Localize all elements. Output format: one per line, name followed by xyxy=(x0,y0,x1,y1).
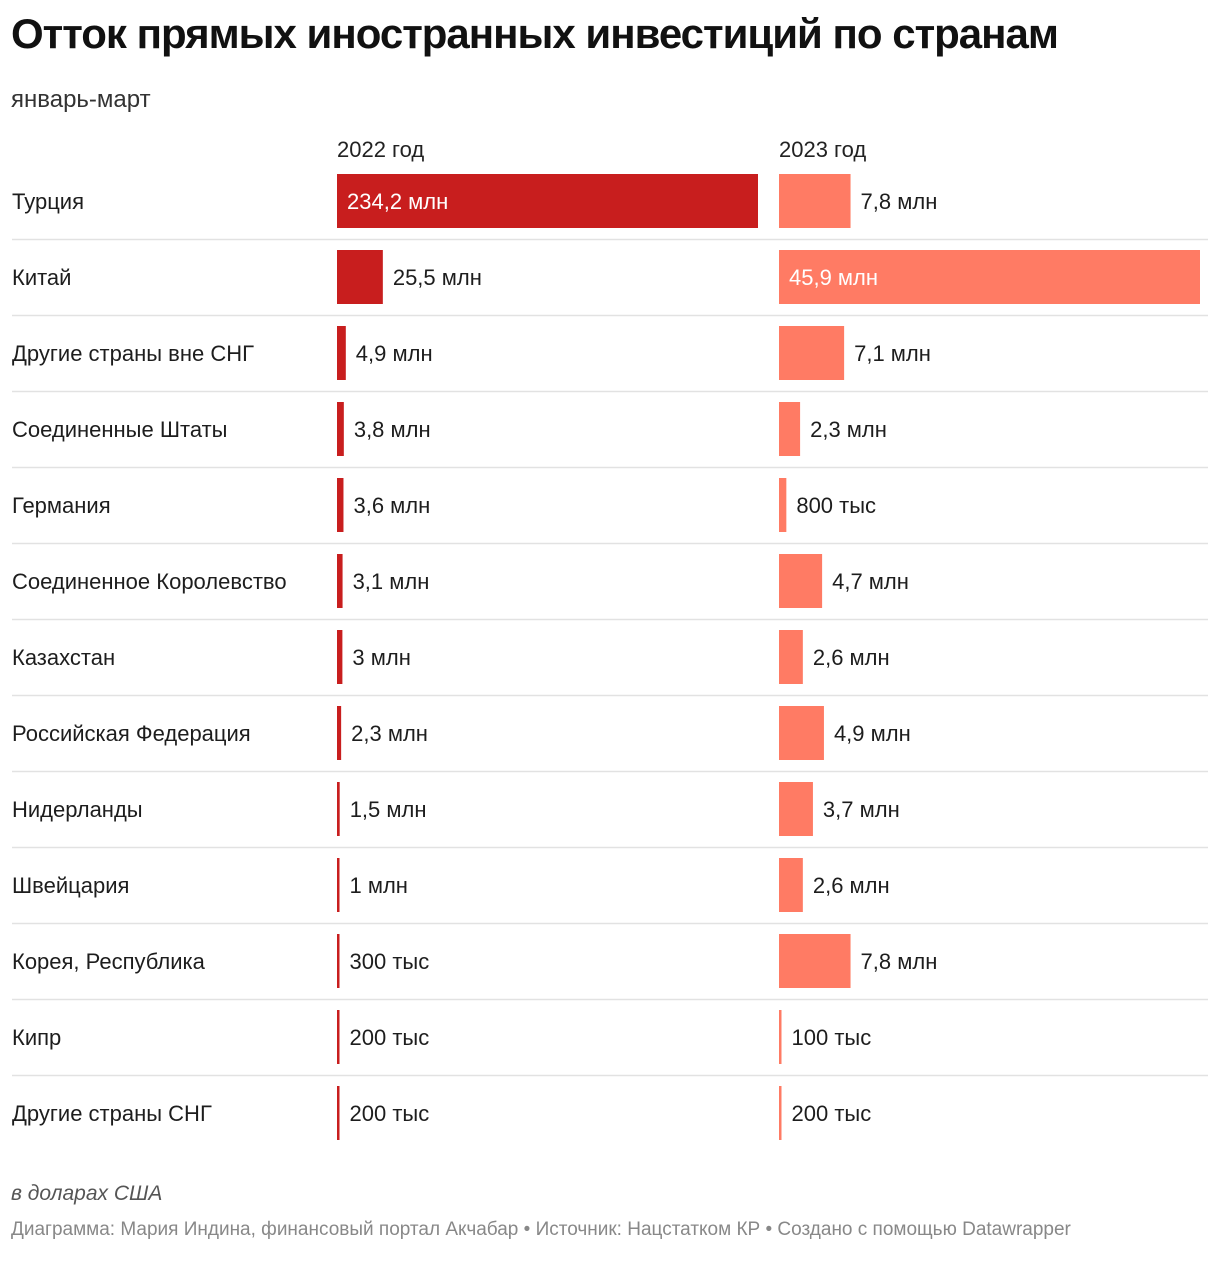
data-label: 7,1 млн xyxy=(854,341,931,366)
data-label: 234,2 млн xyxy=(347,189,448,214)
source-footer: Диаграмма: Мария Индина, финансовый порт… xyxy=(11,1219,1071,1240)
data-label: 2,6 млн xyxy=(813,873,890,898)
bar-2022 xyxy=(337,554,343,608)
chart-subtitle: январь-март xyxy=(11,86,151,113)
data-label: 200 тыс xyxy=(792,1101,872,1126)
data-label: 100 тыс xyxy=(792,1025,872,1050)
bar-2023 xyxy=(779,1010,782,1064)
category-label: Соединенное Королевство xyxy=(12,569,287,594)
bar-2023 xyxy=(779,782,813,836)
chart-title: Отток прямых иностранных инвестиций по с… xyxy=(11,10,1059,57)
data-label: 4,9 млн xyxy=(834,721,911,746)
data-label: 1,5 млн xyxy=(350,797,427,822)
data-label: 300 тыс xyxy=(350,949,430,974)
data-label: 200 тыс xyxy=(350,1025,430,1050)
data-label: 3 млн xyxy=(352,645,410,670)
data-label: 4,7 млн xyxy=(832,569,909,594)
data-label: 7,8 млн xyxy=(861,189,938,214)
bar-2023 xyxy=(779,554,823,608)
bar-2023 xyxy=(779,326,845,380)
bar-2023 xyxy=(779,478,787,532)
bar-2023 xyxy=(779,630,803,684)
data-label: 1 млн xyxy=(350,873,408,898)
data-label: 7,8 млн xyxy=(861,949,938,974)
bar-2022 xyxy=(337,630,343,684)
data-label: 3,8 млн xyxy=(354,417,431,442)
category-label: Другие страны вне СНГ xyxy=(12,341,254,366)
bar-2022 xyxy=(337,250,383,304)
data-label: 800 тыс xyxy=(796,493,876,518)
data-label: 45,9 млн xyxy=(789,265,878,290)
category-label: Германия xyxy=(12,493,111,518)
category-label: Корея, Республика xyxy=(12,949,206,974)
bar-2023 xyxy=(779,1086,782,1140)
data-label: 4,9 млн xyxy=(356,341,433,366)
bar-2023 xyxy=(779,250,1200,304)
bar-2022 xyxy=(337,326,346,380)
column-header-2022: 2022 год xyxy=(337,137,425,162)
bar-chart: Турция Китай Другие страны вне СНГ Соединен… xyxy=(12,174,1208,1140)
category-label: Турция xyxy=(12,189,84,214)
bar-2023 xyxy=(779,402,801,456)
category-label: Нидерланды xyxy=(12,797,143,822)
units-note: в доларах США xyxy=(11,1182,163,1205)
category-label: Казахстан xyxy=(12,645,115,670)
data-label: 2,3 млн xyxy=(351,721,428,746)
data-label: 3,7 млн xyxy=(823,797,900,822)
bar-2022 xyxy=(337,478,344,532)
category-label: Китай xyxy=(12,265,71,290)
bar-2022 xyxy=(337,402,344,456)
bar-2022 xyxy=(337,706,342,760)
bar-2022 xyxy=(337,1086,340,1140)
bar-2022 xyxy=(337,174,758,228)
bar-2022 xyxy=(337,934,340,988)
category-label: Швейцария xyxy=(12,873,129,898)
data-label: 3,6 млн xyxy=(353,493,430,518)
bar-2023 xyxy=(779,858,803,912)
bar-2022 xyxy=(337,782,340,836)
data-label: 2,3 млн xyxy=(810,417,887,442)
category-label: Соединенные Штаты xyxy=(12,417,227,442)
data-label: 25,5 млн xyxy=(393,265,482,290)
bar-2022 xyxy=(337,858,340,912)
column-header-2023: 2023 год xyxy=(779,137,867,162)
data-label: 200 тыс xyxy=(350,1101,430,1126)
category-label: Другие страны СНГ xyxy=(12,1101,212,1126)
data-label: 2,6 млн xyxy=(813,645,890,670)
bar-2023 xyxy=(779,706,824,760)
category-label: Российская Федерация xyxy=(12,721,251,746)
bar-2023 xyxy=(779,174,851,228)
bar-2022 xyxy=(337,1010,340,1064)
category-label: Кипр xyxy=(12,1025,61,1050)
data-label: 3,1 млн xyxy=(353,569,430,594)
bar-2023 xyxy=(779,934,851,988)
